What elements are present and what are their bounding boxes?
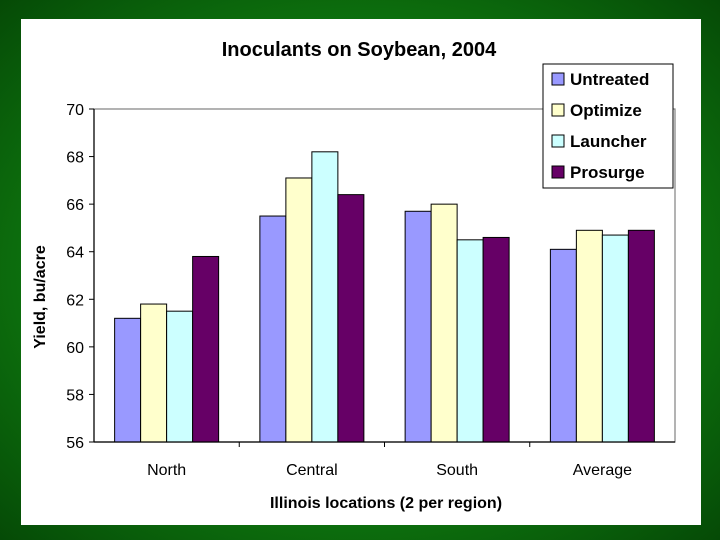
bar-prosurge-north: [192, 255, 220, 443]
chart-panel: Inoculants on Soybean, 2004 56 58 60 62 64 66…: [21, 19, 701, 525]
bar-untreated-north: [114, 317, 142, 443]
y-tick-label: 68: [66, 150, 84, 167]
chart: Inoculants on Soybean, 2004 56 58 60 62 64 66…: [32, 39, 676, 512]
y-tick-label: 70: [66, 102, 84, 119]
x-tick-label: South: [436, 462, 478, 479]
x-axis-title: Illinois locations (2 per region): [270, 495, 502, 512]
y-axis-title: Yield, bu/acre: [32, 245, 49, 349]
chart-title: Inoculants on Soybean, 2004: [222, 39, 497, 61]
legend-swatch-optimize: [551, 103, 565, 117]
x-tick-label: North: [147, 462, 186, 479]
bar-optimize-central: [285, 177, 313, 443]
y-tick-label: 60: [66, 340, 84, 357]
y-tick-label: 66: [66, 197, 84, 214]
legend-label-prosurge: Prosurge: [570, 163, 645, 182]
bars: [114, 151, 655, 443]
bar-untreated-south: [404, 210, 432, 443]
x-tick-label: Central: [286, 462, 338, 479]
bar-launcher-south: [456, 239, 484, 443]
legend-label-untreated: Untreated: [570, 70, 649, 89]
legend: Untreated Optimize Launcher Prosurge: [542, 63, 674, 189]
y-tick-label: 58: [66, 387, 84, 404]
legend-swatch-launcher: [551, 134, 565, 148]
legend-items: Untreated Optimize Launcher Prosurge: [551, 70, 649, 182]
bar-untreated-central: [259, 215, 287, 443]
bar-launcher-average: [601, 234, 629, 443]
legend-swatch-untreated: [551, 72, 565, 86]
bar-launcher-north: [166, 310, 194, 443]
bar-optimize-north: [140, 303, 168, 443]
legend-label-launcher: Launcher: [570, 132, 647, 151]
legend-swatch-prosurge: [551, 165, 565, 179]
x-axis-ticks: North Central South Average: [94, 441, 675, 479]
bar-optimize-south: [430, 203, 458, 443]
bar-untreated-average: [549, 248, 577, 443]
legend-label-optimize: Optimize: [570, 101, 642, 120]
y-tick-label: 64: [66, 245, 84, 262]
legend-box: [542, 63, 674, 189]
bar-prosurge-central: [337, 194, 365, 443]
y-axis-ticks: 56 58 60 62 64 66 68 70: [66, 102, 95, 452]
bar-prosurge-south: [482, 236, 510, 443]
y-tick-label: 62: [66, 292, 84, 309]
bar-optimize-average: [575, 229, 603, 443]
bar-launcher-central: [311, 151, 339, 443]
y-tick-label: 56: [66, 435, 84, 452]
bar-prosurge-average: [627, 229, 655, 443]
x-tick-label: Average: [573, 462, 632, 479]
